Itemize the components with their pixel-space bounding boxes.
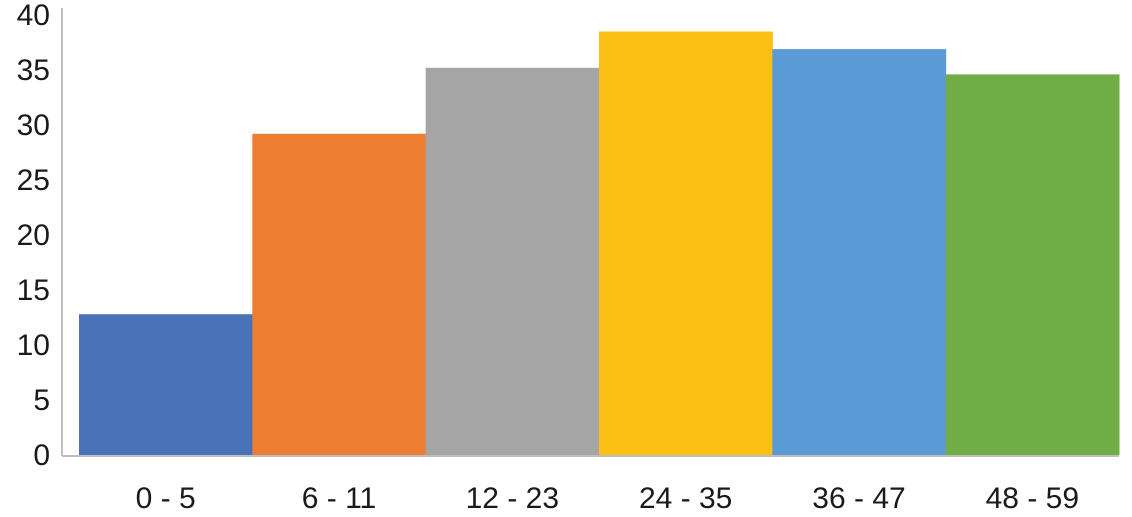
bar-24-35	[599, 31, 773, 455]
bar-0-5	[79, 314, 253, 455]
y-tick-label: 40	[17, 0, 50, 32]
x-tick-label: 6 - 11	[302, 482, 377, 515]
y-tick-label: 15	[17, 274, 50, 307]
y-tick-label: 25	[17, 164, 50, 197]
y-tick-label: 30	[17, 109, 50, 142]
y-tick-label: 20	[17, 219, 50, 252]
bars-group	[79, 31, 1120, 456]
x-tick-label: 24 - 35	[639, 482, 732, 515]
bar-12-23	[425, 67, 600, 456]
y-tick-label: 0	[33, 439, 50, 472]
x-tick-label: 48 - 59	[986, 482, 1079, 515]
bar-6-11	[252, 133, 427, 456]
y-tick-label: 10	[17, 329, 50, 362]
bar-36-47	[772, 49, 947, 455]
y-tick-label: 5	[33, 384, 50, 417]
y-axis: 0 5 10 15 20 25 30 35 40	[17, 0, 63, 472]
x-tick-label: 0 - 5	[136, 482, 196, 515]
bar-48-59	[945, 74, 1120, 456]
x-tick-label: 36 - 47	[812, 482, 905, 515]
x-tick-label: 12 - 23	[466, 482, 559, 515]
y-tick-label: 35	[17, 54, 50, 87]
x-axis: 0 - 5 6 - 11 12 - 23 24 - 35 36 - 47 48 - 59	[62, 455, 1119, 515]
